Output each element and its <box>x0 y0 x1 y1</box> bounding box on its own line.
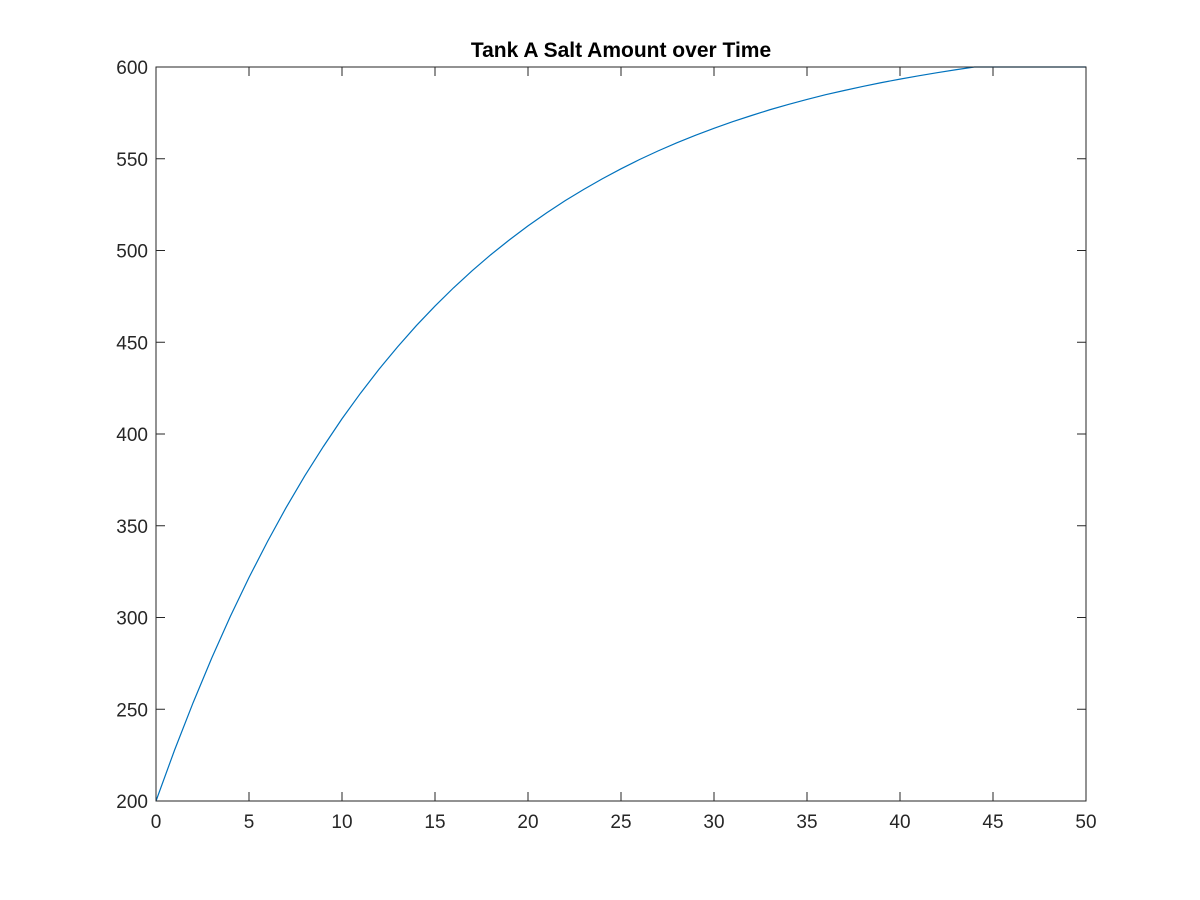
y-tick-label: 400 <box>116 425 148 446</box>
salt-amount-line <box>155 66 1086 802</box>
x-tick-label: 5 <box>244 812 255 833</box>
x-tick-label: 50 <box>1075 812 1096 833</box>
x-tick-label: 20 <box>517 812 538 833</box>
y-tick-label: 250 <box>116 700 148 721</box>
chart-title: Tank A Salt Amount over Time <box>471 39 771 62</box>
axes-box <box>155 66 1087 802</box>
x-tick-label: 15 <box>424 812 445 833</box>
y-tick-label: 300 <box>116 609 148 630</box>
x-tick-label: 35 <box>796 812 817 833</box>
y-tick-label: 200 <box>116 792 148 813</box>
x-tick-label: 40 <box>889 812 910 833</box>
y-tick-label: 450 <box>116 333 148 354</box>
y-tick-label: 600 <box>116 58 148 79</box>
x-tick-label: 25 <box>610 812 631 833</box>
y-tick-label: 500 <box>116 242 148 263</box>
tick-labels: 0 5 10 15 20 25 30 35 40 45 50 200 250 300 350 400 450 50… <box>116 58 1096 833</box>
x-tick-label: 0 <box>151 812 162 833</box>
x-tick-label: 10 <box>331 812 352 833</box>
x-tick-label: 30 <box>703 812 724 833</box>
y-tick-label: 350 <box>116 517 148 538</box>
plot-area <box>156 67 1086 801</box>
x-tick-label: 45 <box>982 812 1003 833</box>
y-tick-label: 550 <box>116 150 148 171</box>
